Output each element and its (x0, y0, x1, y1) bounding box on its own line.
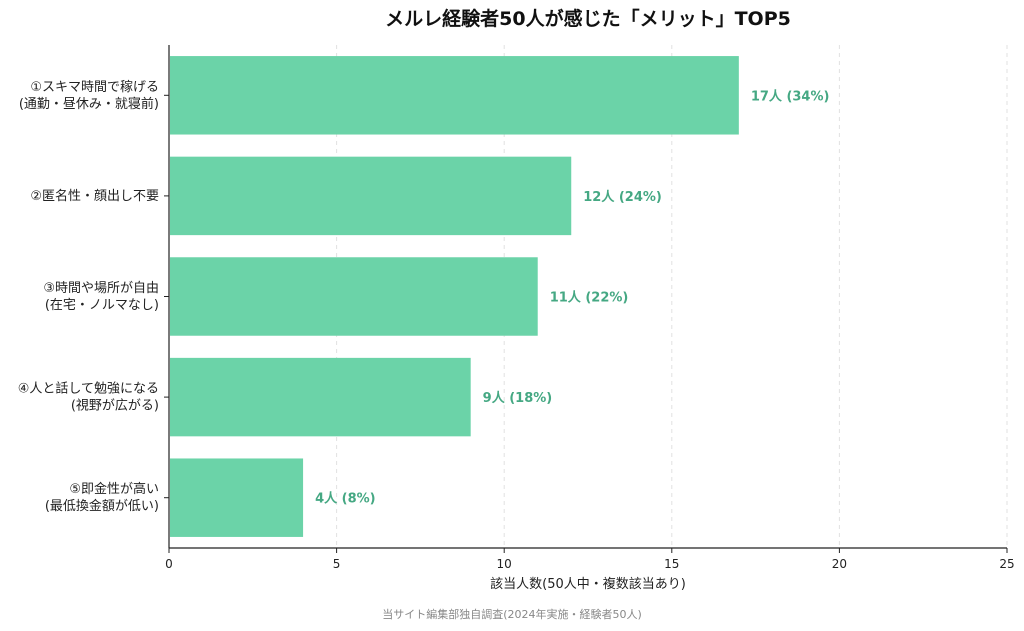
category-label-4: (視野が広がる) (71, 399, 159, 414)
bar-4 (170, 357, 471, 437)
x-tick-label: 10 (497, 557, 512, 571)
bar-5 (170, 458, 304, 537)
data-labels: 17人 (34%) 12人 (24%) 11人 (22%) 9人 (18%) 4人 (8… (315, 88, 829, 506)
bar-3 (170, 257, 538, 336)
category-label-2: ②匿名性・顔出し不要 (30, 188, 159, 204)
data-label-1: 17人 (34%) (751, 88, 830, 104)
x-tick-label: 15 (664, 557, 679, 571)
category-label-4: ④人と話して勉強になる (18, 381, 159, 397)
category-label-3: ③時間や場所が自由 (43, 281, 159, 296)
axes: 0 5 10 15 20 25 (164, 45, 1015, 571)
bar-2 (170, 156, 572, 236)
x-tick-label: 5 (333, 557, 341, 571)
category-label-1: ①スキマ時間で稼げる (30, 80, 159, 95)
x-tick-label: 20 (832, 557, 847, 571)
x-axis-title: 該当人数(50人中・複数該当あり) (490, 576, 686, 592)
source-note: 当サイト編集部独自調査(2024年実施・経験者50人) (382, 607, 642, 621)
category-labels: ①スキマ時間で稼げる(通勤・昼休み・就寝前) ②匿名性・顔出し不要 ③時間や場所が自… (18, 80, 159, 514)
category-label-3: (在宅・ノルマなし) (45, 298, 159, 313)
data-label-3: 11人 (22%) (550, 290, 629, 306)
data-label-2: 12人 (24%) (583, 189, 662, 205)
category-label-1: (通勤・昼休み・就寝前) (19, 96, 159, 112)
chart-title: メルレ経験者50人が感じた「メリット」TOP5 (385, 7, 791, 30)
category-label-5: ⑤即金性が高い (69, 481, 159, 497)
x-tick-label: 0 (165, 557, 173, 571)
bars (170, 56, 739, 537)
x-tick-label: 25 (999, 557, 1014, 571)
bar-1 (170, 56, 739, 135)
data-label-5: 4人 (8%) (315, 491, 376, 507)
category-label-5: (最低換金額が低い) (45, 498, 159, 514)
data-label-4: 9人 (18%) (483, 390, 553, 406)
